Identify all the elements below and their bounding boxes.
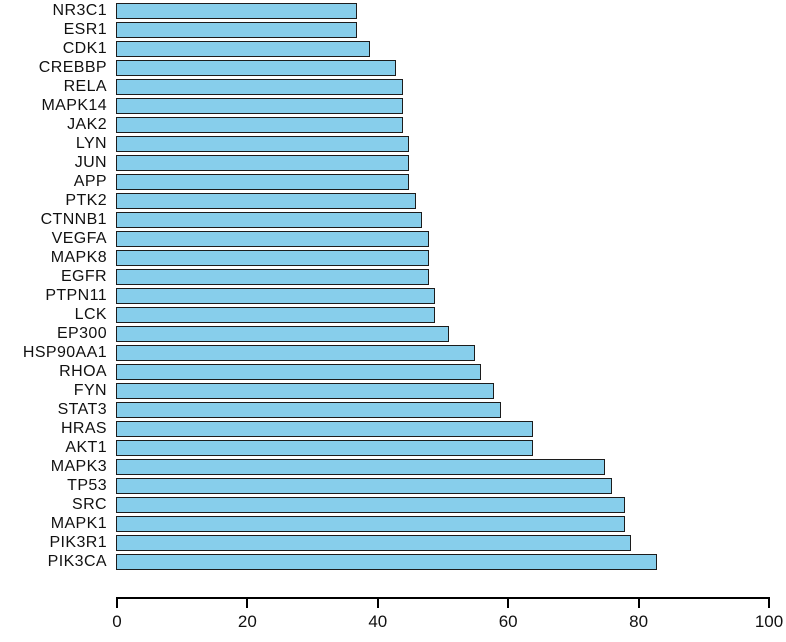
bar	[116, 478, 612, 494]
category-label: JUN	[74, 153, 107, 171]
bar	[116, 497, 625, 513]
x-axis-tick-label: 60	[498, 612, 518, 631]
category-label: LYN	[75, 134, 107, 152]
category-label: EGFR	[60, 267, 107, 285]
bar	[116, 98, 403, 114]
bar	[116, 155, 410, 171]
bar	[116, 516, 625, 532]
bar	[116, 117, 403, 133]
category-label: CTNNB1	[40, 210, 107, 228]
category-label: PIK3CA	[47, 552, 107, 570]
bar	[116, 212, 423, 228]
bar	[116, 79, 403, 95]
bar	[116, 22, 358, 38]
category-label: STAT3	[57, 400, 107, 418]
bar	[116, 288, 436, 304]
category-label: RELA	[63, 77, 107, 95]
category-label: HRAS	[60, 419, 107, 437]
category-label: MAPK14	[41, 96, 107, 114]
bar	[116, 3, 358, 19]
x-axis-tick	[637, 597, 640, 608]
bar	[116, 41, 371, 57]
category-label: MAPK1	[50, 514, 107, 532]
category-label: TP53	[67, 476, 107, 494]
bar	[116, 136, 410, 152]
category-label: VEGFA	[51, 229, 107, 247]
x-axis-tick	[376, 597, 379, 608]
bar	[116, 421, 534, 437]
category-label: APP	[73, 172, 107, 190]
bar	[116, 440, 534, 456]
category-label: AKT1	[65, 438, 107, 456]
bar	[116, 269, 429, 285]
x-axis-tick	[507, 597, 510, 608]
bar	[116, 174, 410, 190]
category-label: PTPN11	[45, 286, 107, 304]
category-label: ESR1	[63, 20, 107, 38]
category-label: CREBBP	[38, 58, 107, 76]
bar	[116, 326, 449, 342]
x-axis-tick	[768, 597, 770, 608]
category-label: MAPK3	[50, 457, 107, 475]
x-axis-tick-label: 40	[368, 612, 388, 631]
category-label: PIK3R1	[49, 533, 107, 551]
bar	[116, 459, 605, 475]
bar	[116, 402, 501, 418]
category-label: HSP90AA1	[22, 343, 107, 361]
bar	[116, 231, 429, 247]
category-label: JAK2	[67, 115, 107, 133]
x-axis-tick	[116, 597, 118, 608]
bar	[116, 383, 495, 399]
bar	[116, 307, 436, 323]
bar	[116, 535, 632, 551]
category-label: RHOA	[59, 362, 107, 380]
category-label: SRC	[72, 495, 107, 513]
category-label: PTK2	[65, 191, 107, 209]
bar	[116, 345, 475, 361]
category-label: CDK1	[62, 39, 107, 57]
x-axis-tick	[246, 597, 249, 608]
x-axis-line	[116, 597, 770, 599]
category-label: FYN	[73, 381, 107, 399]
x-axis-tick-label: 0	[112, 612, 122, 631]
category-label: NR3C1	[52, 1, 107, 19]
x-axis-tick-label: 80	[629, 612, 649, 631]
category-label: EP300	[56, 324, 107, 342]
category-label: LCK	[74, 305, 107, 323]
bar	[116, 554, 658, 570]
x-axis-tick-label: 20	[237, 612, 257, 631]
bar	[116, 364, 482, 380]
bar	[116, 250, 429, 266]
category-label: MAPK8	[50, 248, 107, 266]
x-axis-tick-label: 100	[754, 612, 784, 631]
bar	[116, 60, 397, 76]
bar	[116, 193, 416, 209]
